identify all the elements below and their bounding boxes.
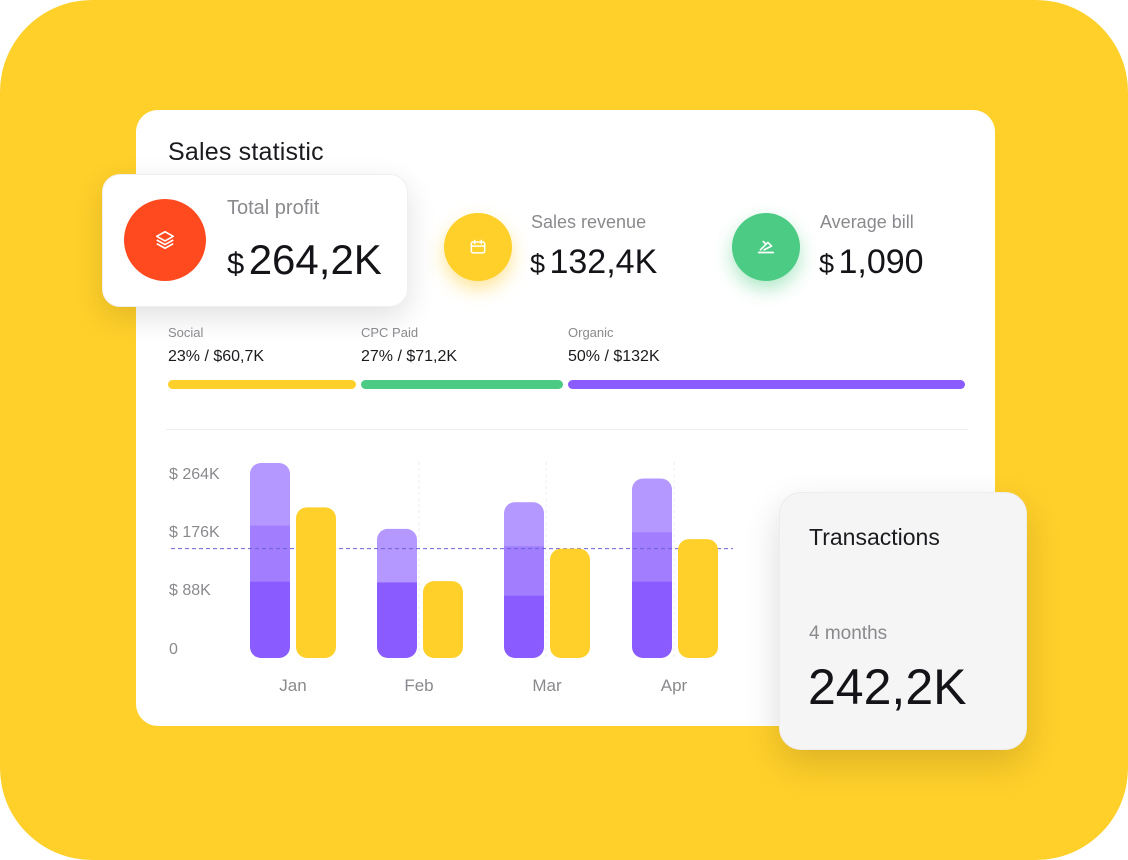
- x-tick-label: Mar: [532, 676, 562, 695]
- calendar-icon: [470, 239, 486, 254]
- total-profit-amount: 264,2K: [248, 236, 382, 283]
- total-profit-label: Total profit: [227, 197, 320, 219]
- card-title: Sales statistic: [168, 138, 324, 166]
- average-bill-amount: 1,090: [838, 243, 924, 281]
- sales-revenue-amount: 132,4K: [549, 243, 658, 281]
- transactions-value: 242,2K: [808, 659, 967, 715]
- source-social-bar: [168, 380, 356, 389]
- transactions-title: Transactions: [809, 524, 940, 550]
- transactions-card[interactable]: [779, 492, 1027, 750]
- average-bill-icon-circle: [732, 213, 800, 281]
- sales-revenue-currency: $: [530, 249, 546, 279]
- y-tick-label: 0: [169, 641, 178, 658]
- source-organic-label: Organic: [568, 325, 614, 340]
- source-cpc-bar: [361, 380, 563, 389]
- source-social-label: Social: [168, 325, 204, 340]
- money-hand-icon: [757, 240, 775, 254]
- transactions-period: 4 months: [809, 623, 888, 644]
- average-bill-currency: $: [819, 249, 835, 279]
- sales-revenue-label: Sales revenue: [531, 212, 647, 232]
- average-bill-value: $ 1,090: [819, 243, 924, 282]
- x-tick-label: Feb: [404, 676, 434, 695]
- source-organic-bar: [568, 380, 965, 389]
- y-tick-label: $ 264K: [169, 466, 220, 483]
- total-profit-currency: $: [227, 246, 245, 281]
- sales-revenue-value: $ 132,4K: [530, 243, 657, 282]
- y-tick-label: $ 176K: [169, 524, 220, 541]
- average-bill-label: Average bill: [820, 212, 914, 232]
- x-tick-label: Apr: [660, 676, 688, 695]
- source-social-value: 23% / $60,7K: [168, 348, 265, 365]
- source-organic-value: 50% / $132K: [568, 348, 660, 365]
- total-profit-icon-circle: [124, 199, 206, 281]
- x-tick-label: Jan: [279, 676, 307, 695]
- divider: [166, 429, 968, 430]
- layers-icon: [155, 230, 175, 250]
- source-cpc-label: CPC Paid: [361, 325, 419, 340]
- total-profit-value: $ 264,2K: [227, 236, 382, 284]
- y-tick-label: $ 88K: [169, 582, 211, 599]
- sales-revenue-icon-circle: [444, 213, 512, 281]
- source-cpc-value: 27% / $71,2K: [361, 348, 458, 365]
